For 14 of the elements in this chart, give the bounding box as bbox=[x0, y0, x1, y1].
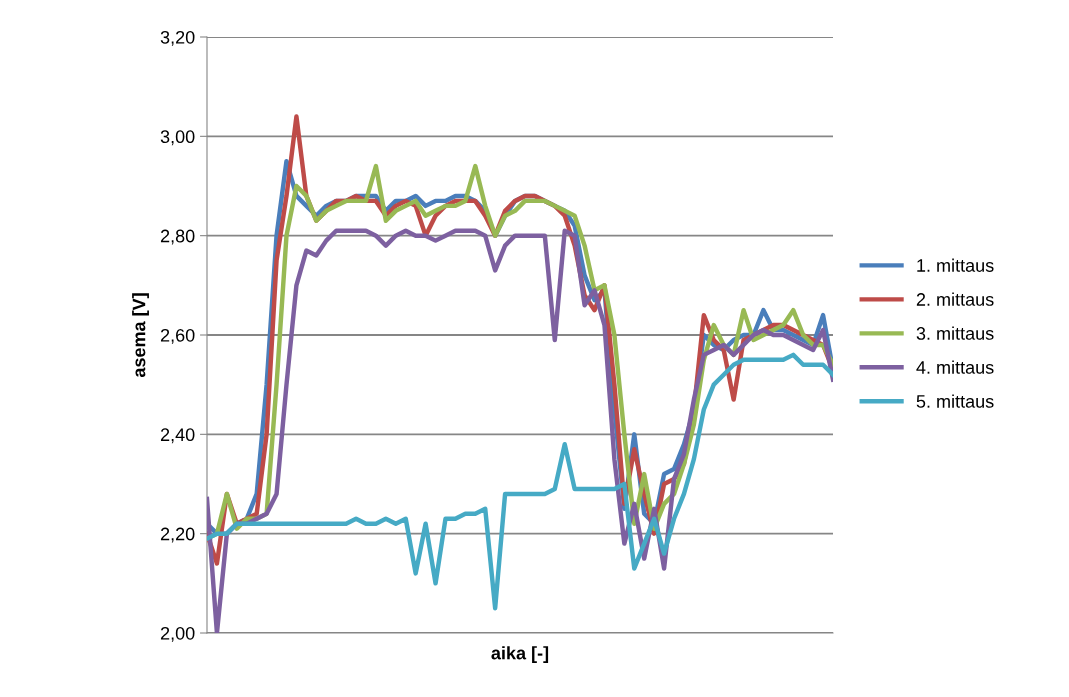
legend-label: 4. mittaus bbox=[916, 360, 994, 374]
y-tick-label: 2,80 bbox=[160, 229, 195, 245]
legend-label: 5. mittaus bbox=[916, 394, 994, 408]
y-tick-label: 3,00 bbox=[160, 130, 195, 146]
legend-label: 2. mittaus bbox=[916, 292, 994, 306]
y-axis-title: asema [V] bbox=[132, 293, 149, 378]
legend-label: 3. mittaus bbox=[916, 326, 994, 340]
y-tick-label: 2,20 bbox=[160, 527, 195, 543]
y-tick-label: 3,20 bbox=[160, 30, 195, 46]
y-tick-label: 2,00 bbox=[160, 626, 195, 642]
x-axis-title: aika [-] bbox=[491, 646, 549, 664]
legend-label: 1. mittaus bbox=[917, 258, 994, 272]
y-tick-label: 2,60 bbox=[160, 328, 195, 344]
y-tick-label: 2,40 bbox=[160, 428, 195, 444]
